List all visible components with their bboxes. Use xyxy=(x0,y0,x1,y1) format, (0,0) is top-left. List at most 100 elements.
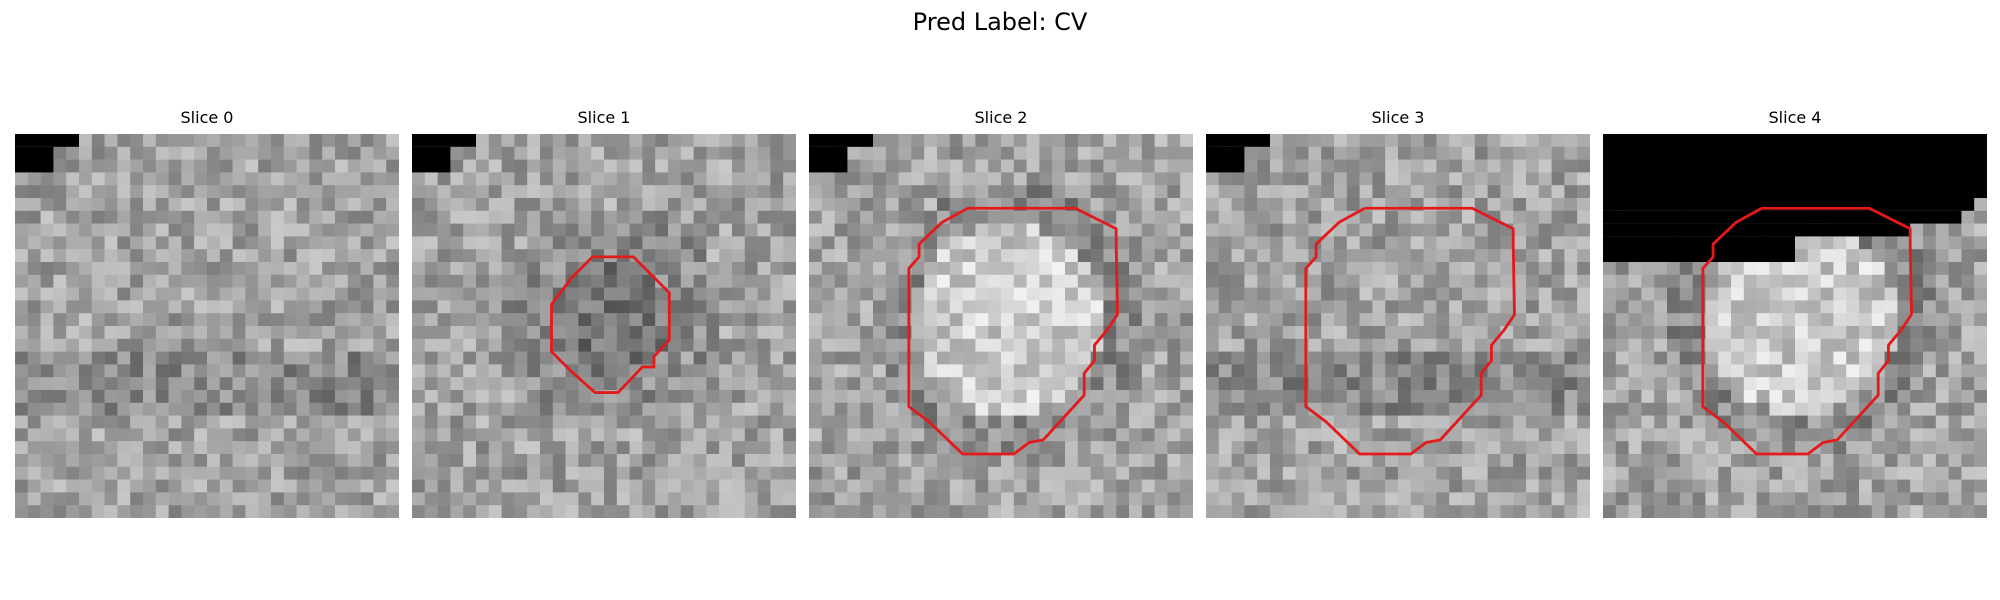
pixel xyxy=(809,428,823,442)
pixel xyxy=(1961,287,1975,301)
pixel xyxy=(1295,223,1309,237)
pixel xyxy=(898,159,912,173)
pixel xyxy=(655,428,669,442)
pixel xyxy=(1423,313,1437,327)
pixel xyxy=(937,159,951,173)
pixel xyxy=(706,415,720,429)
pixel xyxy=(540,210,554,224)
pixel xyxy=(1923,377,1937,391)
pixel xyxy=(565,287,579,301)
pixel xyxy=(527,415,541,429)
pixel xyxy=(283,377,297,391)
pixel xyxy=(155,185,169,199)
pixel xyxy=(1013,146,1027,160)
pixel xyxy=(66,402,80,416)
pixel xyxy=(1513,466,1527,480)
pixel xyxy=(1423,364,1437,378)
pixel xyxy=(168,377,182,391)
pixel xyxy=(1513,390,1527,404)
pixel xyxy=(1231,454,1245,468)
pixel xyxy=(1859,313,1873,327)
pixel xyxy=(207,274,221,288)
pixel xyxy=(91,146,105,160)
pixel xyxy=(181,402,195,416)
pixel xyxy=(706,198,720,212)
pixel xyxy=(834,287,848,301)
pixel xyxy=(79,134,93,148)
pixel xyxy=(1923,441,1937,455)
pixel xyxy=(1795,402,1809,416)
pixel xyxy=(1026,262,1040,276)
pixel xyxy=(591,172,605,186)
pixel xyxy=(322,313,336,327)
pixel xyxy=(744,377,758,391)
pixel xyxy=(1423,236,1437,250)
pixel xyxy=(988,428,1002,442)
pixel xyxy=(1410,364,1424,378)
pixel xyxy=(1769,454,1783,468)
pixel xyxy=(885,505,899,518)
pixel xyxy=(988,249,1002,263)
pixel xyxy=(1244,249,1258,263)
pixel xyxy=(79,159,93,173)
pixel xyxy=(1782,441,1796,455)
segmentation-contour xyxy=(1701,206,1913,456)
pixel xyxy=(1270,364,1284,378)
pixel xyxy=(27,172,41,186)
pixel xyxy=(1564,466,1578,480)
pixel xyxy=(296,223,310,237)
pixel xyxy=(15,274,29,288)
pixel xyxy=(117,441,131,455)
pixel xyxy=(552,146,566,160)
pixel xyxy=(1308,198,1322,212)
pixel xyxy=(232,428,246,442)
pixel xyxy=(168,454,182,468)
pixel xyxy=(283,505,297,518)
pixel xyxy=(91,300,105,314)
pixel xyxy=(604,505,618,518)
pixel xyxy=(373,377,387,391)
pixel xyxy=(1731,326,1745,340)
pixel xyxy=(79,313,93,327)
pixel xyxy=(1398,351,1412,365)
pixel xyxy=(1577,505,1590,518)
pixel xyxy=(1564,249,1578,263)
pixel xyxy=(1628,287,1642,301)
pixel xyxy=(79,377,93,391)
pixel xyxy=(1013,377,1027,391)
pixel xyxy=(1551,249,1565,263)
pixel xyxy=(1603,287,1617,301)
pixel xyxy=(565,390,579,404)
pixel xyxy=(1244,454,1258,468)
pixel xyxy=(757,428,771,442)
pixel xyxy=(1282,313,1296,327)
pixel xyxy=(258,185,272,199)
pixel xyxy=(1462,492,1476,506)
pixel xyxy=(1526,377,1540,391)
pixel xyxy=(1372,274,1386,288)
pixel xyxy=(1782,313,1796,327)
pixel xyxy=(91,172,105,186)
black-mask-region xyxy=(1603,134,1987,262)
pixel xyxy=(540,134,554,148)
pixel xyxy=(975,326,989,340)
pixel xyxy=(1538,492,1552,506)
pixel xyxy=(1346,364,1360,378)
pixel xyxy=(629,454,643,468)
pixel xyxy=(591,134,605,148)
pixel xyxy=(40,377,54,391)
mask-block xyxy=(412,134,476,147)
pixel xyxy=(1398,415,1412,429)
pixel xyxy=(1871,415,1885,429)
pixel xyxy=(1462,505,1476,518)
pixel xyxy=(53,338,67,352)
pixel xyxy=(386,441,399,455)
pixel xyxy=(1129,134,1143,148)
pixel xyxy=(53,492,67,506)
pixel xyxy=(1052,185,1066,199)
pixel xyxy=(1807,454,1821,468)
pixel xyxy=(924,390,938,404)
pixel xyxy=(360,172,374,186)
pixel xyxy=(1769,313,1783,327)
pixel xyxy=(783,134,796,148)
